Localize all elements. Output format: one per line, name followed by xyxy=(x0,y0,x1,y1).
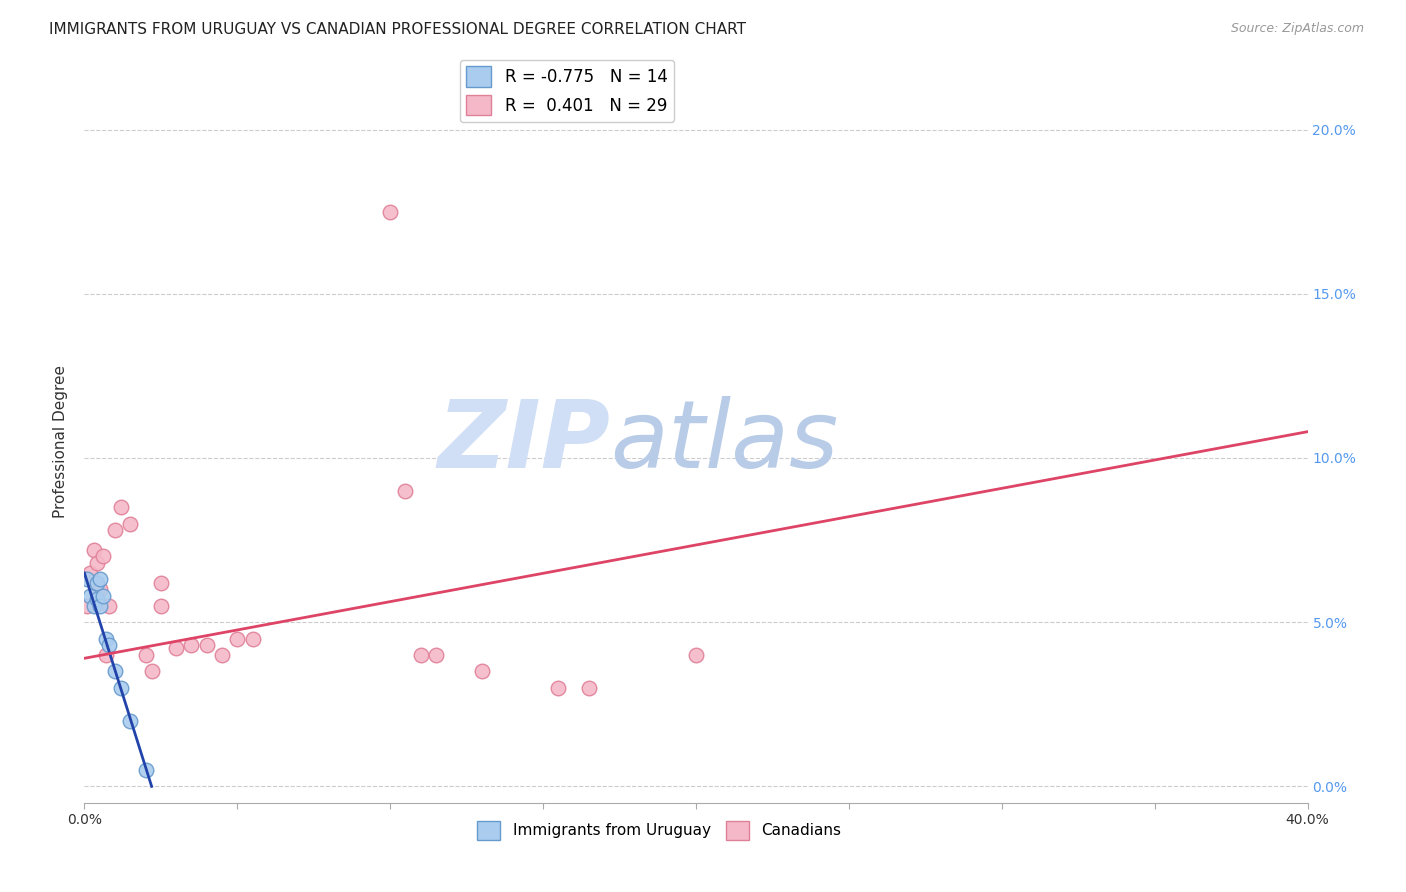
Point xyxy=(471,665,494,679)
Point xyxy=(242,632,264,646)
Point xyxy=(149,575,172,590)
Point xyxy=(97,638,120,652)
Point xyxy=(135,648,157,662)
Point xyxy=(89,573,111,587)
Point xyxy=(685,648,707,662)
Point xyxy=(110,681,132,695)
Point xyxy=(380,204,402,219)
Point xyxy=(86,556,108,570)
Point xyxy=(211,648,233,662)
Point xyxy=(86,575,108,590)
Point xyxy=(94,648,117,662)
Point xyxy=(180,638,202,652)
Text: atlas: atlas xyxy=(610,396,838,487)
Point xyxy=(195,638,218,652)
Point xyxy=(578,681,600,695)
Point xyxy=(79,589,101,603)
Point xyxy=(120,516,142,531)
Legend: Immigrants from Uruguay, Canadians: Immigrants from Uruguay, Canadians xyxy=(471,815,848,846)
Point xyxy=(83,599,105,613)
Point xyxy=(91,549,114,564)
Point xyxy=(394,483,416,498)
Point xyxy=(83,542,105,557)
Y-axis label: Professional Degree: Professional Degree xyxy=(53,365,69,518)
Point xyxy=(110,500,132,515)
Point xyxy=(89,582,111,597)
Point xyxy=(94,632,117,646)
Point xyxy=(165,641,187,656)
Point xyxy=(76,599,98,613)
Point xyxy=(425,648,447,662)
Text: Source: ZipAtlas.com: Source: ZipAtlas.com xyxy=(1230,22,1364,36)
Point xyxy=(120,714,142,728)
Point xyxy=(149,599,172,613)
Point xyxy=(104,665,127,679)
Point xyxy=(141,665,163,679)
Point xyxy=(547,681,569,695)
Text: ZIP: ZIP xyxy=(437,395,610,488)
Point xyxy=(86,592,108,607)
Point xyxy=(226,632,249,646)
Text: IMMIGRANTS FROM URUGUAY VS CANADIAN PROFESSIONAL DEGREE CORRELATION CHART: IMMIGRANTS FROM URUGUAY VS CANADIAN PROF… xyxy=(49,22,747,37)
Point xyxy=(91,589,114,603)
Point xyxy=(76,573,98,587)
Point xyxy=(97,599,120,613)
Point xyxy=(79,566,101,580)
Point xyxy=(409,648,432,662)
Point xyxy=(135,763,157,777)
Point xyxy=(89,599,111,613)
Point xyxy=(104,523,127,537)
